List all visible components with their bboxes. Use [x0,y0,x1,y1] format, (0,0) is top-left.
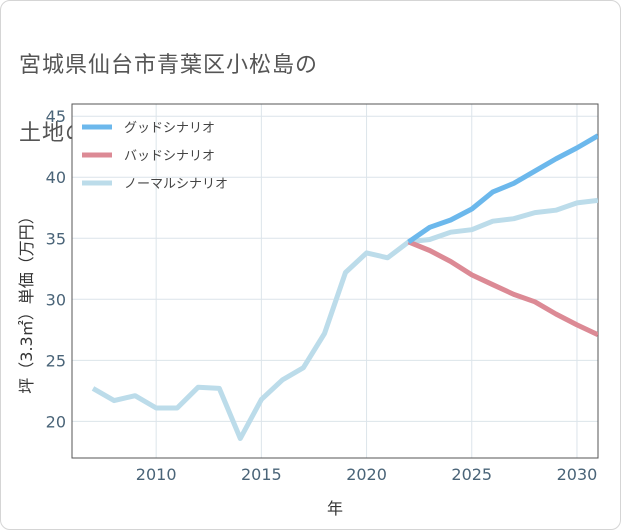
chart-title-line-1: 宮城県仙台市青葉区小松島の [19,53,319,78]
y-tick-label: 30 [46,290,66,309]
plot-frame [71,103,599,459]
y-axis-title: 坪（3.3㎡）単価（万円） [17,208,36,393]
legend-label-1: バッドシナリオ [124,149,215,164]
y-tick-label: 35 [46,229,66,248]
legend-label-2: ノーマルシナリオ [124,177,228,192]
x-tick-label: 2025 [451,465,492,484]
x-axis-title: 年 [327,499,343,518]
x-tick-label: 2020 [346,465,387,484]
series-line-0 [407,133,598,244]
y-tick-label: 40 [46,168,66,187]
plot-area [71,103,599,459]
series-line-2 [91,197,598,441]
x-tick-label: 2015 [241,465,282,484]
series-line-1 [407,239,598,337]
legend-label-0: グッドシナリオ [124,121,215,136]
x-tick-label: 2030 [557,465,598,484]
y-tick-label: 45 [46,107,66,126]
x-tick-label: 2010 [136,465,177,484]
y-tick-label: 20 [46,412,66,431]
y-tick-label: 25 [46,351,66,370]
